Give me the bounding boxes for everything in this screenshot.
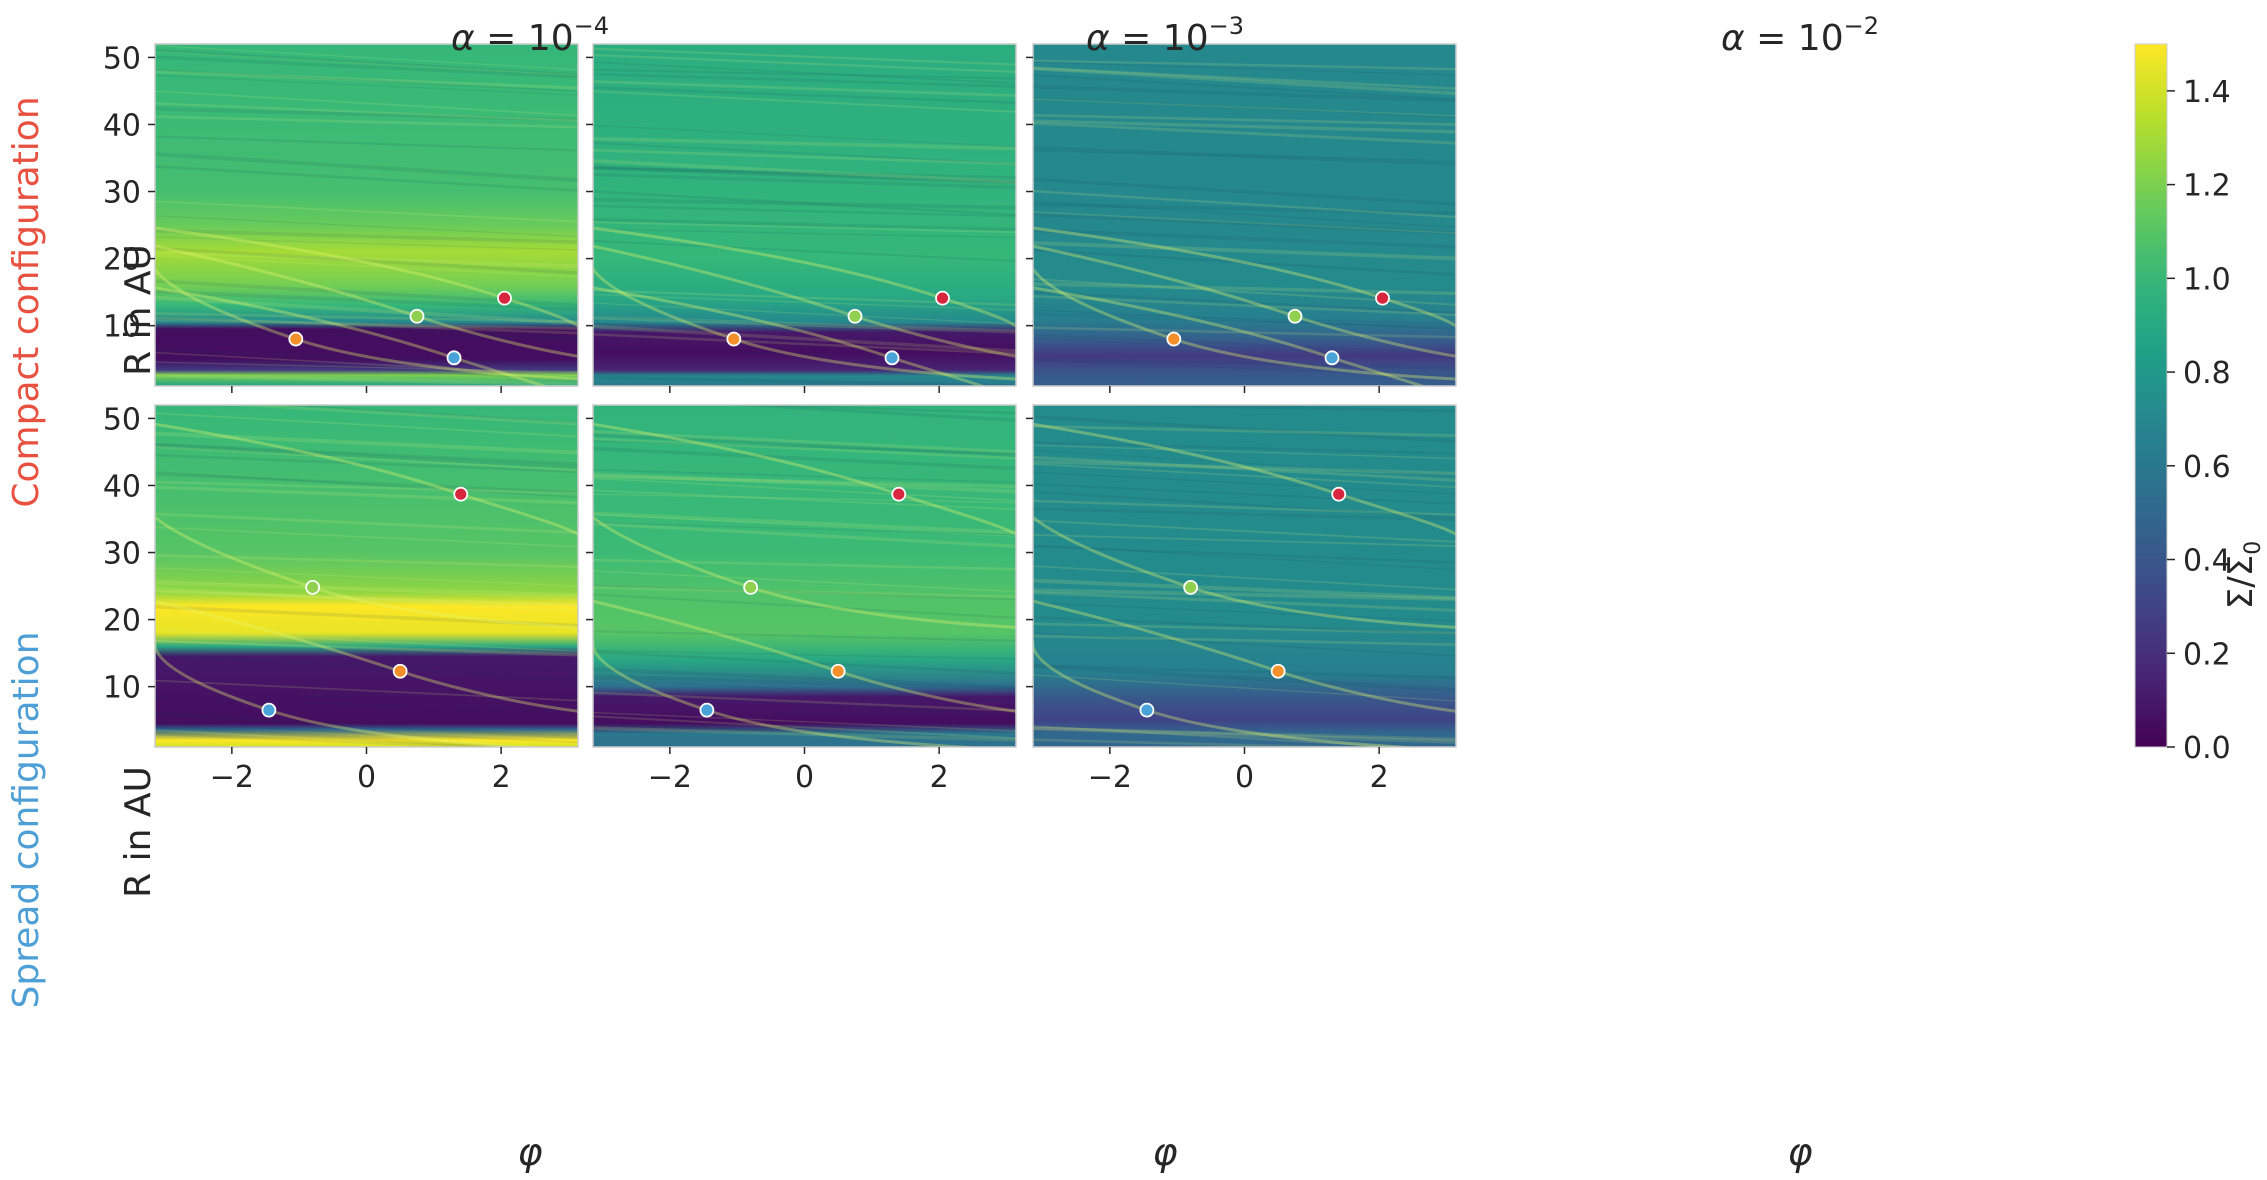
colorbar: 0.0 0.2 0.4 0.6 0.8 1.0 1.2 1.4 — [2134, 43, 2231, 766]
colorbar-label: Σ/Σ0 — [2221, 541, 2266, 609]
x-tick-label: 2 — [1370, 760, 1389, 795]
planet-wake — [155, 422, 578, 536]
planet-wake — [155, 640, 548, 747]
planet-marker — [453, 486, 469, 502]
planet-marker — [1287, 308, 1303, 324]
planet-wake — [1033, 640, 1426, 747]
planet-marker — [1375, 290, 1390, 306]
heatmap-field — [155, 44, 578, 386]
planet-marker — [699, 702, 715, 718]
heatmap-streaks — [1033, 59, 1456, 377]
panel-r0-c2 — [1026, 43, 1457, 393]
planet-marker — [288, 331, 304, 347]
y-tick-label: 40 — [103, 469, 141, 504]
planet-wake — [1033, 286, 1428, 386]
heatmap-field — [1033, 405, 1456, 747]
planet-wake — [1033, 226, 1456, 339]
planet-marker — [392, 663, 408, 679]
column-title-0: α = 10−4 — [451, 12, 609, 59]
x-axis-label-0: φ — [517, 1130, 542, 1174]
y-tick-label: 50 — [103, 41, 141, 76]
y-tick-label: 40 — [103, 108, 141, 143]
x-axis-label-2: φ — [1787, 1130, 1812, 1174]
heatmap-streaks — [1033, 405, 1456, 747]
colorbar-tick-label: 0.0 — [2183, 731, 2231, 766]
planet-marker — [743, 580, 759, 595]
planet-marker — [1331, 486, 1347, 502]
y-tick-label: 20 — [103, 604, 141, 639]
figure-labels: α = 10−4 α = 10−3 α = 10−2 Compact confi… — [6, 12, 2266, 1174]
planet-marker — [830, 663, 846, 679]
x-tick-label: 0 — [357, 760, 376, 795]
x-tick-label: −2 — [210, 760, 254, 795]
panel-r1-c1: −2 0 2 — [586, 404, 1017, 795]
y-tick-label: 50 — [103, 402, 141, 437]
planet-marker — [1270, 663, 1286, 679]
y-tick-label: 10 — [103, 310, 141, 345]
planet-marker — [1324, 350, 1340, 366]
heatmap-streaks — [593, 47, 1016, 386]
planet-marker — [305, 580, 321, 595]
planet-marker — [409, 308, 425, 324]
planet-marker — [446, 350, 462, 366]
colorbar-tick-label: 0.6 — [2183, 450, 2231, 485]
colorbar-tick-label: 1.2 — [2183, 169, 2231, 204]
panel-r1-c0: 10 20 30 40 50 −2 0 2 — [103, 402, 579, 795]
colorbar-ramp — [2134, 43, 2168, 748]
planet-wake — [155, 226, 578, 339]
heatmap-streaks — [155, 405, 578, 747]
planet-marker — [1166, 331, 1182, 347]
planet-marker — [847, 308, 863, 324]
x-tick-label: 0 — [795, 760, 814, 795]
heatmap-field — [593, 405, 1016, 747]
colorbar-tick-label: 0.4 — [2183, 544, 2231, 579]
heatmap-streaks — [155, 45, 578, 386]
y-tick-label: 10 — [103, 671, 141, 706]
panel-grid: 10 20 30 40 50 10 20 30 40 50 −2 0 2 −2 0 2 −2 0 2 — [103, 41, 1457, 795]
heatmap-field — [1033, 44, 1456, 386]
x-tick-label: −2 — [648, 760, 692, 795]
x-tick-label: 2 — [492, 760, 511, 795]
y-axis-label-top: R in AU — [118, 244, 159, 376]
panel-r0-c1 — [586, 43, 1017, 393]
x-tick-label: 2 — [930, 760, 949, 795]
colorbar-tick-label: 0.2 — [2183, 637, 2231, 672]
planet-wake — [593, 226, 1016, 339]
planet-wake — [593, 422, 1016, 536]
column-title-2: α = 10−2 — [1721, 12, 1879, 59]
y-tick-label: 30 — [103, 537, 141, 572]
row-label-compact: Compact configuration — [6, 96, 47, 507]
planet-wake — [593, 286, 988, 386]
y-axis-label-bottom: R in AU — [118, 766, 159, 898]
column-title-1: α = 10−3 — [1086, 12, 1244, 59]
colorbar-tick-label: 1.0 — [2183, 262, 2231, 297]
planet-marker — [1139, 702, 1155, 718]
planet-marker — [1183, 580, 1199, 595]
row-label-spread: Spread configuration — [6, 631, 47, 1008]
planet-marker — [726, 331, 742, 347]
y-tick-label: 30 — [103, 176, 141, 211]
heatmap-streaks — [593, 405, 1016, 743]
x-tick-label: 0 — [1235, 760, 1254, 795]
y-tick-label: 20 — [103, 243, 141, 278]
x-axis-label-1: φ — [1152, 1130, 1177, 1174]
planet-marker — [884, 350, 900, 366]
planet-wake — [1033, 422, 1456, 536]
planet-marker — [891, 486, 907, 502]
panel-r1-c2: −2 0 2 — [1026, 404, 1457, 795]
panel-r0-c0: 10 20 30 40 50 — [103, 41, 579, 393]
x-tick-label: −2 — [1088, 760, 1132, 795]
heatmap-field — [155, 405, 578, 747]
planet-wake — [155, 286, 550, 386]
planet-marker — [935, 290, 950, 306]
colorbar-tick-label: 0.8 — [2183, 356, 2231, 391]
planet-marker — [497, 290, 512, 306]
planet-wake — [593, 640, 986, 747]
planet-marker — [261, 702, 277, 718]
heatmap-field — [593, 44, 1016, 386]
colorbar-tick-label: 1.4 — [2183, 75, 2231, 110]
